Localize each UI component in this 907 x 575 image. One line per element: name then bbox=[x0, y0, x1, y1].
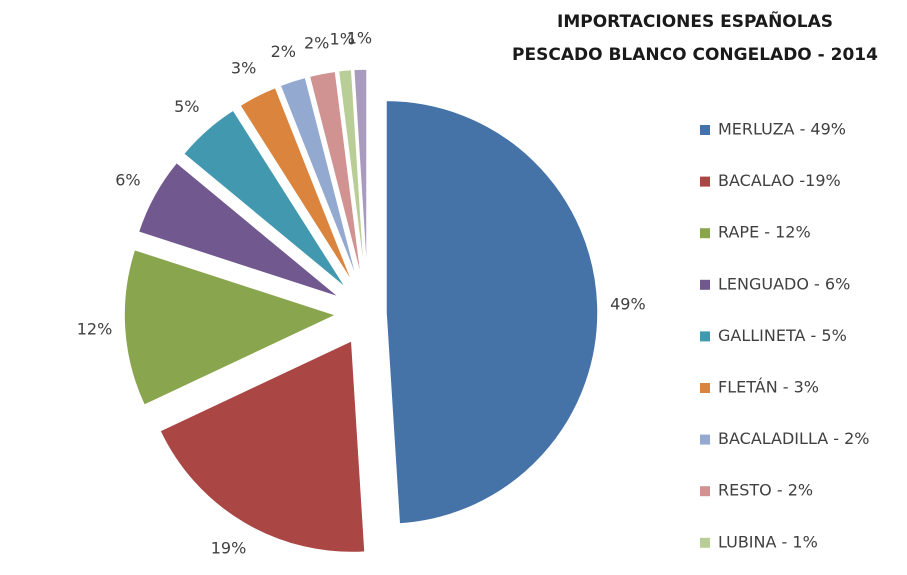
legend-swatch bbox=[700, 125, 710, 135]
legend-swatch bbox=[700, 486, 710, 497]
data-label: 49% bbox=[610, 294, 646, 313]
pie-slice bbox=[385, 99, 599, 525]
data-label: 19% bbox=[211, 538, 247, 557]
pie-slice bbox=[137, 161, 341, 299]
pie-slice bbox=[337, 68, 366, 282]
pie-slice bbox=[238, 86, 355, 285]
legend-swatch bbox=[700, 383, 710, 393]
data-label: 5% bbox=[174, 97, 199, 116]
legend-label: BACALAO -19% bbox=[718, 171, 841, 190]
legend-label: RESTO - 2% bbox=[718, 481, 813, 500]
pie-slice bbox=[123, 248, 339, 407]
legend-label: RAPE - 12% bbox=[718, 223, 811, 242]
data-label: 2% bbox=[304, 33, 329, 52]
legend-swatch bbox=[700, 434, 710, 445]
legend-label: GALLINETA - 5% bbox=[718, 326, 847, 345]
legend-label: LENGUADO - 6% bbox=[718, 274, 850, 293]
pie-slice bbox=[279, 76, 359, 283]
data-label: 1% bbox=[330, 30, 355, 49]
legend-swatch bbox=[700, 331, 710, 342]
data-label: 2% bbox=[271, 42, 296, 61]
chart-subtitle: PESCADO BLANCO CONGELADO - 2014 bbox=[512, 45, 878, 65]
pie-slice bbox=[158, 339, 366, 554]
chart-title: IMPORTACIONES ESPAÑOLAS bbox=[557, 9, 833, 32]
legend-label: FLETÁN - 3% bbox=[718, 378, 819, 397]
pie-slice bbox=[352, 68, 368, 282]
legend-label: LUBINA - 1% bbox=[718, 532, 818, 551]
legend-label: BACALADILLA - 2% bbox=[718, 429, 870, 448]
data-label: 3% bbox=[231, 58, 256, 77]
pie-slice bbox=[182, 108, 348, 290]
data-label: 6% bbox=[115, 170, 140, 189]
pie-slice bbox=[308, 70, 363, 282]
legend-swatch bbox=[700, 176, 710, 187]
legend-swatch bbox=[700, 228, 710, 239]
data-label: 1% bbox=[347, 29, 372, 48]
legend-label: MERLUZA - 49% bbox=[718, 120, 846, 139]
legend-swatch bbox=[700, 279, 710, 290]
data-label: 12% bbox=[77, 320, 113, 339]
legend-swatch bbox=[700, 537, 710, 548]
